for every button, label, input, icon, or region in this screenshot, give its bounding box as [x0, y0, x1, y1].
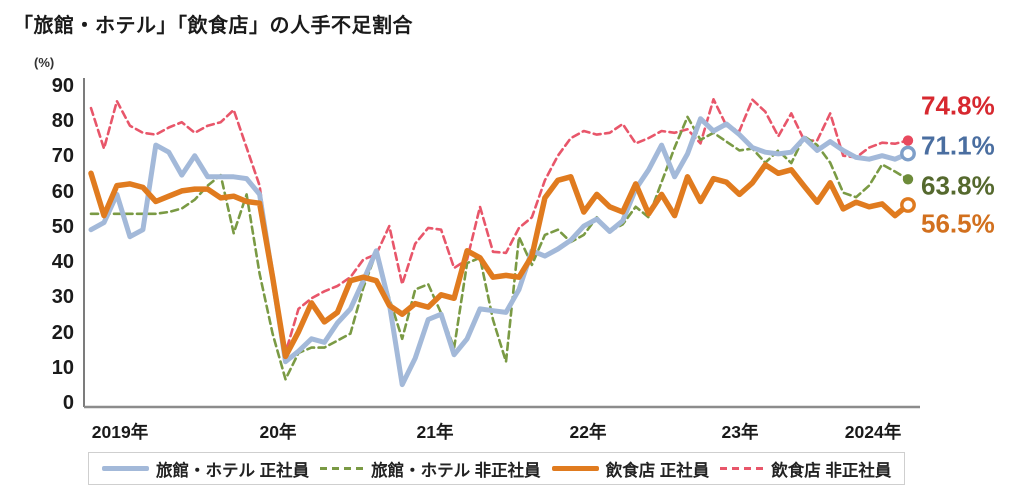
end-marker-hotel-parttime	[902, 174, 914, 185]
y-tick-label: 0	[62, 392, 74, 415]
x-tick-label: 2024年	[844, 422, 902, 442]
legend-line-swatch	[720, 467, 765, 470]
legend-line-swatch	[551, 466, 599, 471]
legend-item-hotel-parttime: 旅館・ホテル 非正社員	[320, 457, 541, 481]
end-marker-restaurant-parttime	[902, 135, 914, 146]
legend-line-swatch	[102, 466, 149, 471]
legend: 旅館・ホテル 正社員 旅館・ホテル 非正社員 飲食店 正社員 飲食店 非正社員	[88, 452, 906, 485]
y-tick-label: 90	[51, 75, 74, 98]
x-tick-label: 2019年	[91, 422, 149, 442]
legend-item-restaurant-fulltime: 飲食店 正社員	[551, 457, 710, 481]
y-tick-label: 60	[51, 180, 74, 203]
legend-label: 飲食店 非正社員	[771, 461, 892, 480]
y-tick-label: 40	[51, 251, 74, 274]
series-line-hotel-parttime	[89, 115, 910, 381]
legend-label: 旅館・ホテル 非正社員	[371, 461, 541, 480]
end-marker-hotel-fulltime	[900, 145, 916, 162]
end-value-label-hotel-fulltime: 71.1%	[921, 130, 995, 161]
y-axis-unit-label: (%)	[34, 55, 55, 70]
x-tick-label: 22年	[569, 422, 607, 442]
series-line-restaurant-fulltime	[88, 162, 911, 360]
x-tick-label: 20年	[259, 422, 297, 442]
y-tick-label: 80	[51, 110, 74, 133]
y-tick-label: 20	[51, 321, 74, 344]
y-tick-label: 30	[51, 286, 74, 309]
chart-title: 「旅館・ホテル」「飲食店」の人手不足割合	[13, 15, 413, 37]
series-line-hotel-fulltime	[88, 116, 911, 388]
y-tick-label: 50	[51, 215, 74, 238]
y-tick-label: 10	[51, 356, 74, 379]
series-line-restaurant-parttime	[89, 98, 910, 355]
legend-item-hotel-fulltime: 旅館・ホテル 正社員	[102, 457, 309, 481]
end-value-label-restaurant-parttime: 74.8%	[921, 90, 995, 121]
end-marker-restaurant-fulltime	[900, 197, 916, 213]
y-tick-label: 70	[51, 145, 74, 168]
end-value-label-restaurant-fulltime: 56.5%	[921, 208, 995, 239]
legend-label: 旅館・ホテル 正社員	[156, 461, 310, 480]
legend-line-swatch	[320, 467, 365, 470]
x-tick-label: 23年	[721, 422, 759, 442]
end-value-label-hotel-parttime: 63.8%	[921, 170, 995, 201]
legend-item-restaurant-parttime: 飲食店 非正社員	[720, 457, 891, 481]
legend-label: 飲食店 正社員	[605, 461, 710, 480]
x-tick-label: 21年	[416, 422, 454, 442]
